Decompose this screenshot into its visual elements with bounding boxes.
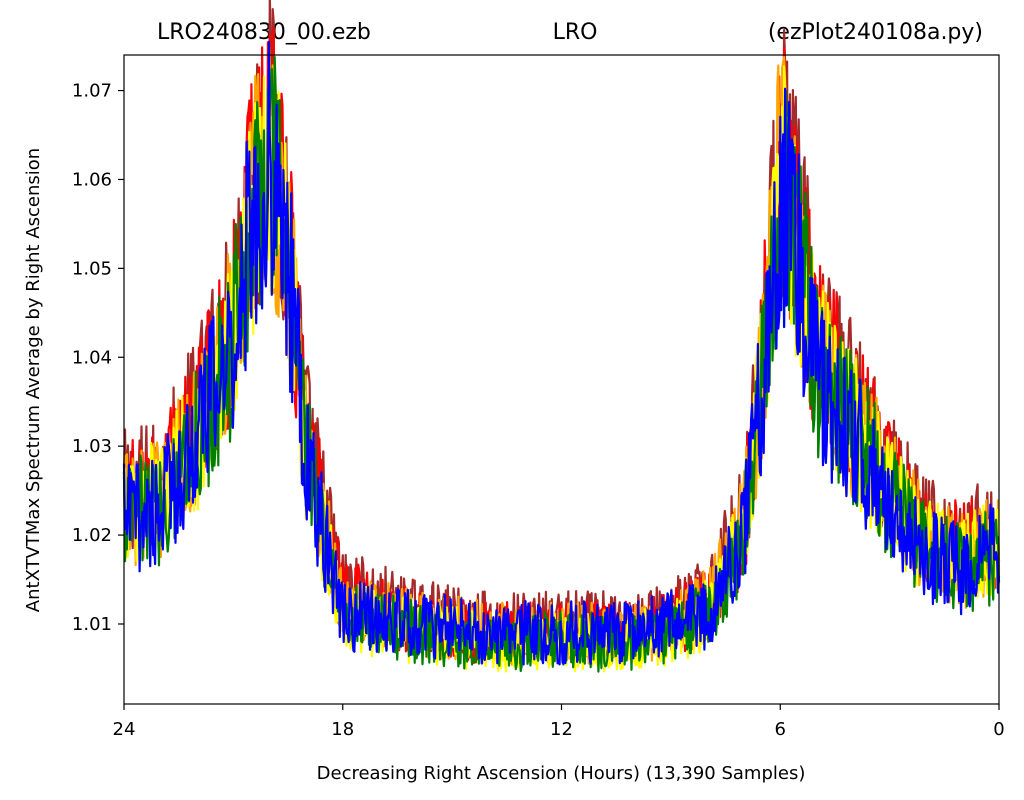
y-tick-label: 1.02 <box>72 525 112 546</box>
title-left: LRO240830_00.ezb <box>157 20 371 45</box>
y-tick-label: 1.06 <box>72 169 112 190</box>
title-right: (ezPlot240108a.py) <box>768 20 983 45</box>
y-tick-label: 1.07 <box>72 81 112 102</box>
y-tick-label: 1.05 <box>72 258 112 279</box>
x-tick-label: 24 <box>113 719 136 740</box>
series-line-6 <box>122 40 1001 666</box>
series-layer <box>122 0 1001 673</box>
y-tick-label: 1.04 <box>72 347 112 368</box>
y-axis-label: AntXTVTMax Spectrum Average by Right Asc… <box>23 148 44 612</box>
title-center: LRO <box>553 20 598 45</box>
x-axis-label: Decreasing Right Ascension (Hours) (13,3… <box>317 763 806 784</box>
x-tick-label: 6 <box>775 719 786 740</box>
x-axis: 24 18 12 6 0 <box>113 704 1005 740</box>
y-axis: 1.01 1.02 1.03 1.04 1.05 1.06 1.07 <box>72 81 124 635</box>
y-tick-label: 1.01 <box>72 614 112 635</box>
x-tick-label: 18 <box>331 719 354 740</box>
y-tick-label: 1.03 <box>72 436 112 457</box>
x-tick-label: 0 <box>993 719 1004 740</box>
x-tick-label: 12 <box>550 719 573 740</box>
